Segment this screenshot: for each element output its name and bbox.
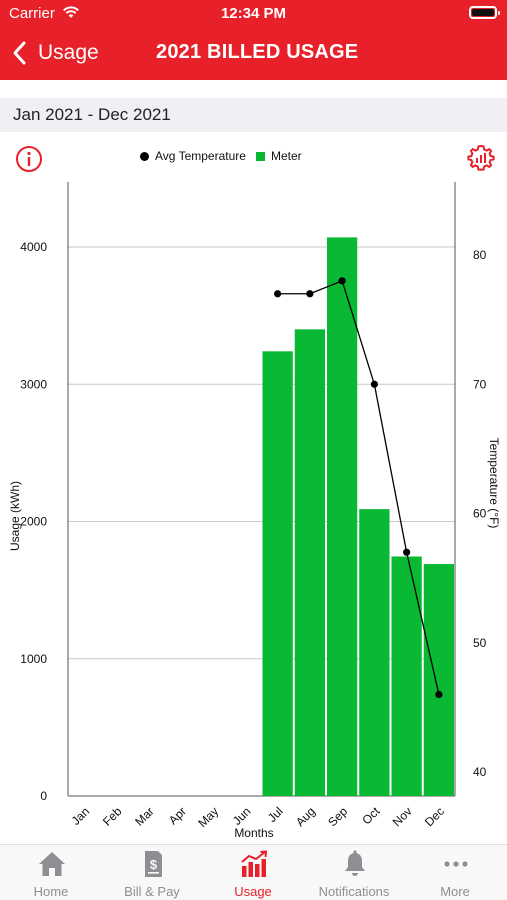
date-range-header: Jan 2021 - Dec 2021 <box>0 98 507 132</box>
y2-tick-label: 80 <box>473 248 487 262</box>
tab-usage[interactable]: Usage <box>203 845 303 900</box>
usage-chart: 0 1000 2000 3000 4000 40 50 60 70 80 Jan Feb Mar Apr M… <box>8 182 501 840</box>
date-range-label: Jan 2021 - Dec 2021 <box>13 105 171 124</box>
x-tick-label: Nov <box>390 804 415 829</box>
temperature-point <box>435 690 443 699</box>
tab-more[interactable]: More <box>405 845 505 900</box>
settings-gear-icon[interactable] <box>466 143 496 173</box>
wifi-icon <box>63 6 79 18</box>
tab-usage-label: Usage <box>234 884 272 899</box>
temperature-point <box>370 380 378 388</box>
y-tick-label: 4000 <box>20 240 47 254</box>
tab-bar: Home $ Bill & Pay Usage Notifications <box>0 844 507 900</box>
y-tick-label: 0 <box>40 789 47 803</box>
y-tick-label: 2000 <box>20 515 47 529</box>
x-tick-label: Aug <box>293 804 318 829</box>
y2-tick-label: 40 <box>473 765 487 779</box>
x-tick-label: May <box>195 804 221 830</box>
clock: 12:34 PM <box>220 5 287 22</box>
y2-tick-label: 70 <box>473 377 487 391</box>
x-tick-label: Sep <box>325 804 350 829</box>
chart-panel <box>0 132 507 844</box>
carrier-label: Carrier <box>9 5 55 22</box>
legend-temperature-marker <box>140 151 149 161</box>
status-bar: Carrier 12:34 PM <box>0 0 507 28</box>
back-button-label: Usage <box>38 41 99 64</box>
tab-bill-pay[interactable]: $ Bill & Pay <box>102 845 202 900</box>
svg-text:$: $ <box>150 857 158 872</box>
chart-legend: Avg Temperature Meter <box>140 148 302 164</box>
meter-bar <box>327 237 358 796</box>
tab-more-label: More <box>440 884 470 899</box>
legend-temperature-label: Avg Temperature <box>155 149 246 163</box>
y2-tick-label: 60 <box>473 507 487 521</box>
tab-bill-pay-label: Bill & Pay <box>124 884 180 899</box>
battery-icon <box>469 6 500 19</box>
x-tick-label: Mar <box>132 804 157 829</box>
navigation-bar: Usage 2021 BILLED USAGE <box>0 28 507 80</box>
legend-meter-marker <box>255 151 265 161</box>
meter-bar <box>294 329 325 796</box>
bill-icon: $ <box>145 851 162 877</box>
chevron-left-icon <box>13 41 26 65</box>
x-tick-label: Jan <box>69 804 93 828</box>
tab-home-label: Home <box>33 884 69 899</box>
x-tick-label: Oct <box>359 804 383 828</box>
temperature-point <box>338 277 346 285</box>
temperature-point <box>306 290 314 298</box>
meter-bar <box>391 556 422 796</box>
tab-home[interactable]: Home <box>1 845 101 900</box>
x-axis-title: Months <box>234 826 273 840</box>
temperature-line <box>277 279 440 695</box>
more-icon <box>444 861 468 867</box>
x-tick-label: Apr <box>166 804 189 827</box>
tab-notifications[interactable]: Notifications <box>304 845 404 900</box>
y2-axis-title: Temperature (°F) <box>487 438 501 529</box>
y-tick-label: 3000 <box>20 377 47 391</box>
back-button[interactable]: Usage <box>10 38 99 68</box>
bell-icon <box>345 850 365 876</box>
y-tick-label: 1000 <box>20 652 47 666</box>
meter-bar <box>423 564 454 796</box>
info-icon[interactable] <box>15 145 43 173</box>
page-title: 2021 BILLED USAGE <box>156 41 359 63</box>
usage-chart-icon <box>241 850 268 877</box>
x-tick-label: Dec <box>422 804 447 829</box>
meter-bar <box>262 351 293 796</box>
temperature-point <box>403 548 411 556</box>
x-tick-label: Jun <box>230 804 254 828</box>
y2-tick-label: 50 <box>473 636 487 650</box>
legend-meter-label: Meter <box>270 149 302 163</box>
temperature-point <box>274 290 282 298</box>
home-icon <box>39 852 65 876</box>
tab-notifications-label: Notifications <box>318 884 390 899</box>
meter-bar <box>359 509 390 796</box>
spacer <box>0 80 507 98</box>
x-tick-label: Feb <box>100 804 125 829</box>
x-tick-label: Jul <box>265 804 286 825</box>
y-axis-title: Usage (kWh) <box>8 481 22 551</box>
